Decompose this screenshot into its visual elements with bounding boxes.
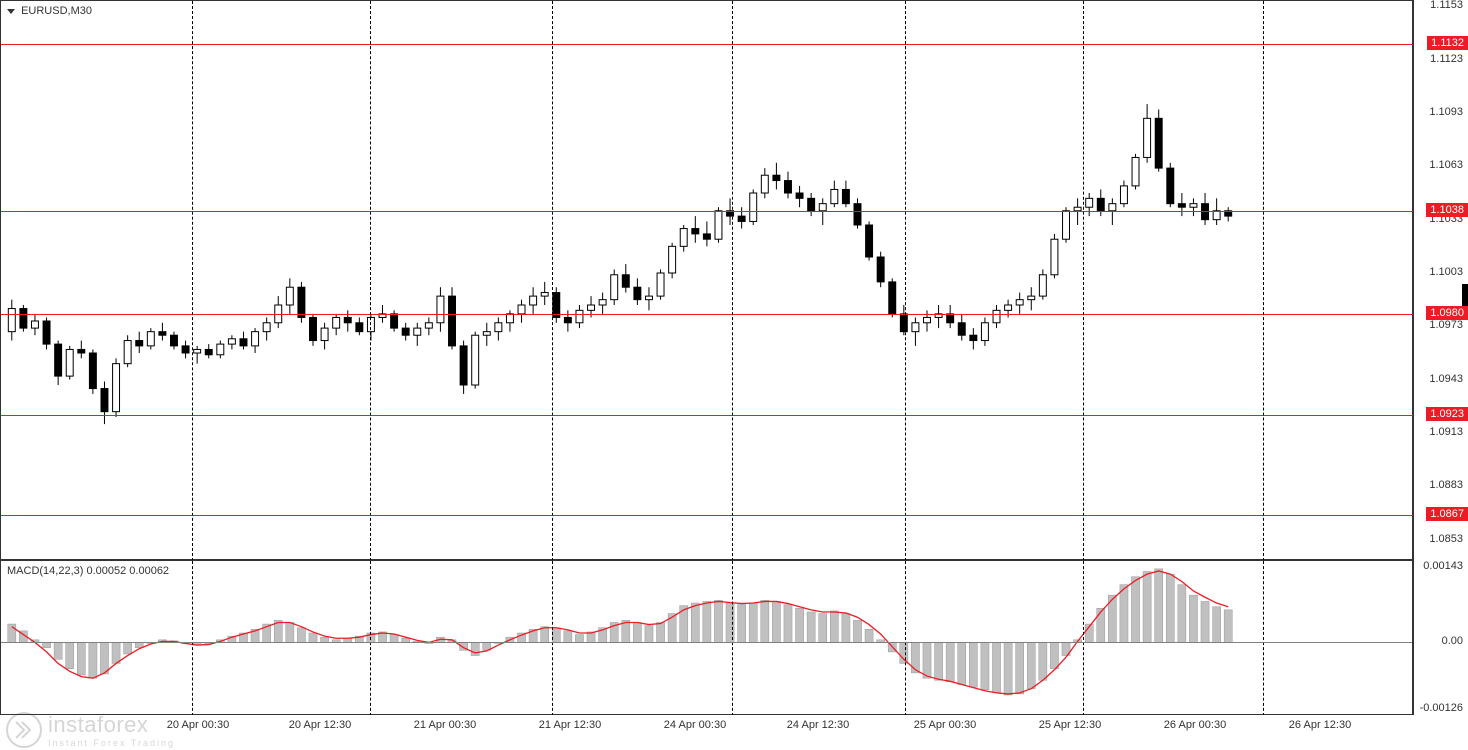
time-tick: 20 Apr 00:30: [167, 719, 229, 731]
grid-vline: [192, 1, 193, 561]
time-tick: 21 Apr 12:30: [539, 719, 601, 731]
level-line[interactable]: [1, 211, 1414, 212]
price-tick: 1.1093: [1429, 106, 1463, 118]
macd-svg: [1, 561, 1414, 716]
grid-vline: [732, 561, 733, 716]
chart-title: EURUSD,M30: [7, 5, 92, 17]
time-tick: 24 Apr 00:30: [664, 719, 726, 731]
time-tick: 21 Apr 00:30: [414, 719, 476, 731]
level-line[interactable]: [1, 415, 1414, 416]
level-line[interactable]: [1, 515, 1414, 516]
macd-tick: -0.00126: [1420, 702, 1463, 714]
level-line[interactable]: [1, 314, 1414, 315]
time-tick: 26 Apr 12:30: [1289, 719, 1351, 731]
grid-vline: [370, 561, 371, 716]
grid-vline: [1263, 1, 1264, 561]
grid-vline: [1263, 561, 1264, 716]
price-tick: 1.1063: [1429, 159, 1463, 171]
dropdown-icon[interactable]: [7, 9, 15, 14]
grid-vline: [732, 1, 733, 561]
time-tick: 26 Apr 00:30: [1164, 719, 1226, 731]
macd-tick: 0.00143: [1423, 560, 1463, 572]
grid-vline: [370, 1, 371, 561]
price-tick: 1.0883: [1429, 479, 1463, 491]
price-tick: 1.1003: [1429, 266, 1463, 278]
macd-zero-line: [1, 642, 1412, 643]
time-tick: 20 Apr 12:30: [289, 719, 351, 731]
macd-tick: 0.00: [1442, 635, 1463, 647]
price-panel[interactable]: EURUSD,M30: [0, 0, 1413, 560]
time-axis[interactable]: 20 Apr 00:30 20 Apr 12:30 21 Apr 00:30 21 A…: [0, 715, 1413, 733]
macd-panel[interactable]: MACD(14,22,3) 0.00052 0.00062: [0, 560, 1413, 715]
time-tick: 25 Apr 00:30: [914, 719, 976, 731]
watermark-tagline: Instant Forex Trading: [48, 738, 175, 748]
price-tick: 1.0853: [1429, 533, 1463, 545]
macd-scale[interactable]: 0.00143 0.00 -0.00126: [1413, 560, 1468, 715]
price-tick: 1.1153: [1430, 0, 1463, 11]
level-label: 1.0923: [1426, 407, 1468, 421]
level-label: 1.1038: [1426, 203, 1468, 217]
macd-title: MACD(14,22,3) 0.00052 0.00062: [7, 565, 169, 577]
watermark-text: instaforex Instant Forex Trading: [48, 712, 175, 748]
watermark-brand: instaforex: [48, 712, 175, 738]
price-chart-svg: [1, 1, 1414, 561]
chart-container: EURUSD,M30 1.1153 1.1123 1.1093 1.1063 1.103…: [0, 0, 1468, 750]
grid-vline: [552, 561, 553, 716]
symbol-timeframe: EURUSD,M30: [21, 5, 92, 17]
time-tick: 25 Apr 12:30: [1039, 719, 1101, 731]
level-label: 1.0980: [1426, 306, 1468, 320]
price-tick: 1.0913: [1429, 426, 1463, 438]
level-label: 1.0867: [1426, 507, 1468, 521]
price-tick: 1.1123: [1430, 53, 1463, 65]
level-line[interactable]: [1, 44, 1414, 45]
level-label: 1.1132: [1427, 36, 1468, 50]
grid-vline: [552, 1, 553, 561]
current-price-tick: [1462, 284, 1468, 306]
watermark: instaforex Instant Forex Trading: [6, 712, 175, 748]
price-scale[interactable]: 1.11531.11231.10931.10631.10331.10031.09…: [1413, 0, 1468, 560]
watermark-icon: [6, 712, 42, 748]
grid-vline: [1083, 1, 1084, 561]
time-tick: 24 Apr 12:30: [787, 719, 849, 731]
grid-vline: [192, 561, 193, 716]
grid-vline: [905, 561, 906, 716]
grid-vline: [905, 1, 906, 561]
price-tick: 1.0973: [1429, 319, 1463, 331]
price-tick: 1.0943: [1429, 373, 1463, 385]
grid-vline: [1083, 561, 1084, 716]
